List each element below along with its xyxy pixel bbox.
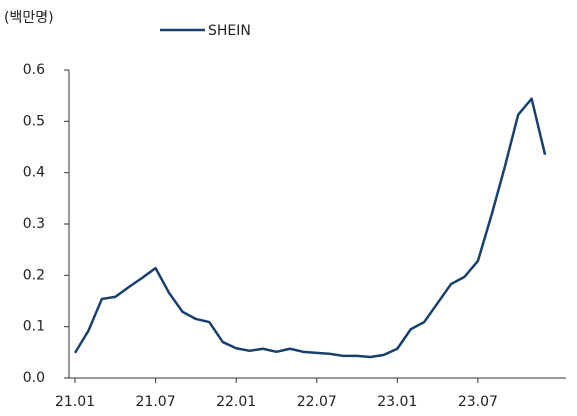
y-tick-label: 0.2 (23, 267, 45, 283)
y-tick-label: 0.0 (23, 370, 45, 386)
y-tick-label: 0.1 (23, 319, 45, 335)
legend-label: SHEIN (208, 23, 251, 39)
x-tick-label: 23.01 (377, 394, 417, 410)
y-tick-label: 0.5 (23, 113, 45, 129)
y-tick-label: 0.4 (23, 165, 45, 181)
line-series (73, 97, 547, 359)
y-tick-label: 0.3 (23, 216, 45, 232)
x-tick-label: 22.01 (216, 394, 256, 410)
x-tick-label: 21.07 (136, 394, 176, 410)
unit-label: (백만명) (4, 10, 54, 26)
x-tick-label: 22.07 (297, 394, 337, 410)
y-tick-label: 0.6 (23, 62, 45, 78)
x-tick-label: 21.01 (55, 394, 95, 410)
x-tick-label: 23.07 (458, 394, 498, 410)
